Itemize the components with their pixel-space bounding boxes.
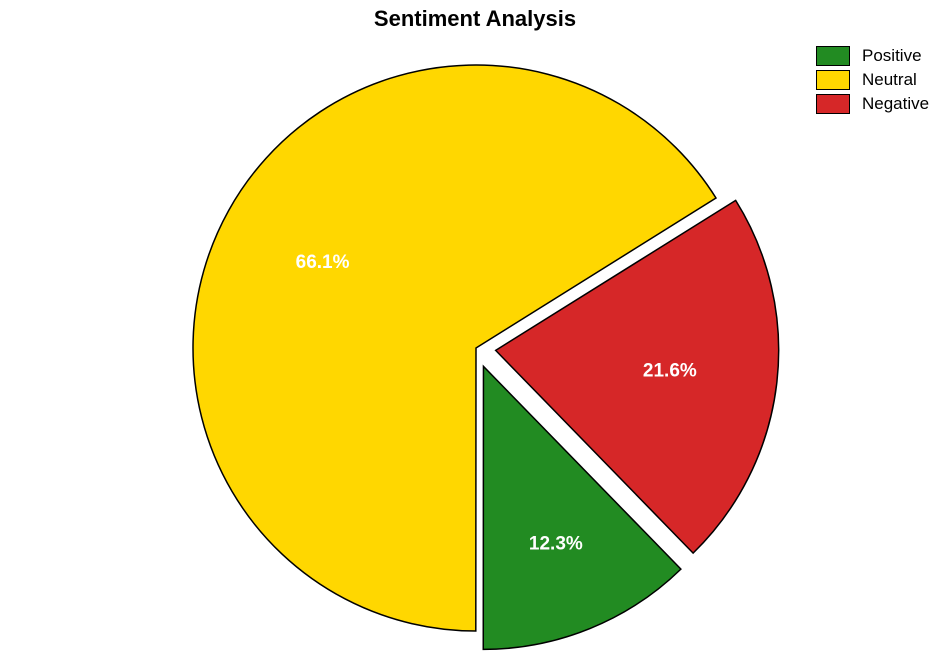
legend-swatch-neutral — [816, 70, 850, 90]
slice-label-positive: 12.3% — [529, 534, 583, 555]
legend-item-neutral: Neutral — [816, 70, 929, 90]
legend-item-negative: Negative — [816, 94, 929, 114]
legend-label-negative: Negative — [862, 94, 929, 114]
legend-label-positive: Positive — [862, 46, 922, 66]
pie-chart: 66.1% 12.3% 21.6% — [0, 0, 950, 662]
legend-swatch-positive — [816, 46, 850, 66]
legend-swatch-negative — [816, 94, 850, 114]
legend-item-positive: Positive — [816, 46, 929, 66]
legend-label-neutral: Neutral — [862, 70, 917, 90]
slice-label-negative: 21.6% — [643, 360, 697, 381]
slice-label-neutral: 66.1% — [296, 252, 350, 273]
legend: Positive Neutral Negative — [816, 46, 929, 118]
